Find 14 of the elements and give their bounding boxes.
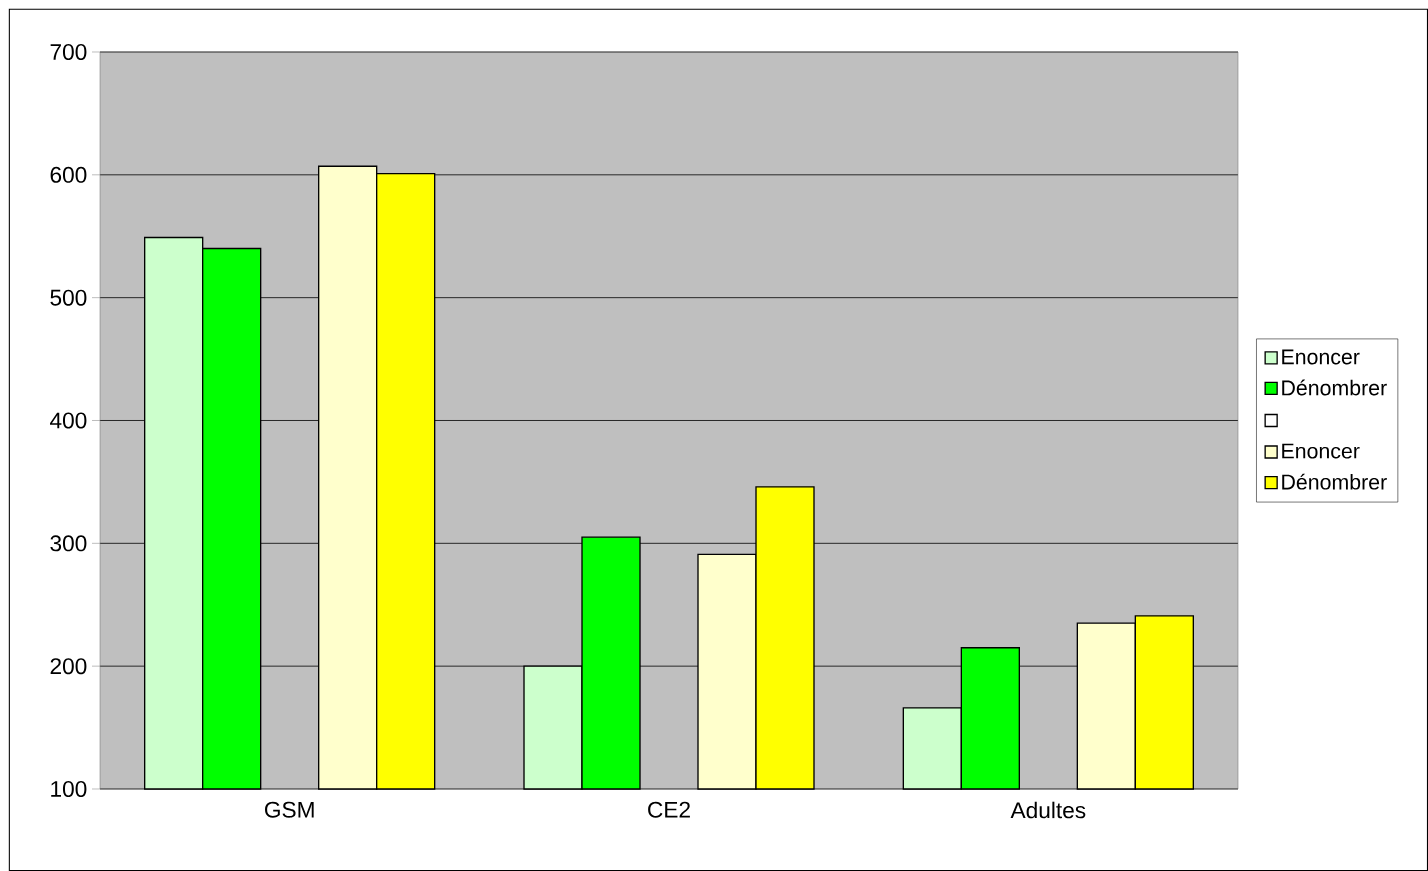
y-tick-label: 200 (50, 658, 87, 675)
y-tick-label: 500 (50, 289, 87, 306)
y-tick-label: 300 (50, 535, 87, 552)
legend-label: Enoncer (1282, 349, 1360, 365)
y-tick-label: 400 (50, 412, 87, 429)
y-tick-label: 600 (50, 166, 87, 183)
x-tick-label: Adultes (1010, 801, 1086, 819)
y-tick-label: 700 (50, 43, 87, 61)
legend-label: Dénombrer (1282, 473, 1387, 490)
x-tick-label: GSM (265, 801, 314, 818)
x-tick-label: CE2 (648, 801, 690, 818)
y-tick-label: 100 (51, 780, 87, 798)
legend-label: Enoncer (1282, 443, 1360, 459)
legend-label: Dénombrer (1282, 379, 1387, 396)
